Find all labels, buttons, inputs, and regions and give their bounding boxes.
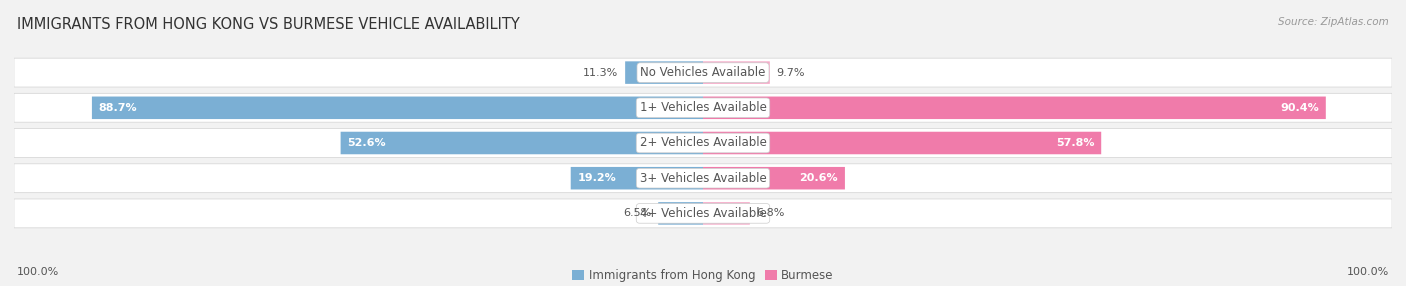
FancyBboxPatch shape: [571, 167, 703, 189]
FancyBboxPatch shape: [703, 61, 770, 84]
Text: No Vehicles Available: No Vehicles Available: [640, 66, 766, 79]
Text: 11.3%: 11.3%: [583, 67, 619, 78]
Text: 4+ Vehicles Available: 4+ Vehicles Available: [640, 207, 766, 220]
FancyBboxPatch shape: [626, 61, 703, 84]
Text: 6.5%: 6.5%: [623, 208, 651, 219]
Text: IMMIGRANTS FROM HONG KONG VS BURMESE VEHICLE AVAILABILITY: IMMIGRANTS FROM HONG KONG VS BURMESE VEH…: [17, 17, 520, 32]
Text: 20.6%: 20.6%: [800, 173, 838, 183]
FancyBboxPatch shape: [703, 202, 749, 225]
Text: 52.6%: 52.6%: [347, 138, 387, 148]
Text: 1+ Vehicles Available: 1+ Vehicles Available: [640, 101, 766, 114]
Text: 57.8%: 57.8%: [1056, 138, 1094, 148]
FancyBboxPatch shape: [91, 97, 703, 119]
Text: 3+ Vehicles Available: 3+ Vehicles Available: [640, 172, 766, 185]
Text: 100.0%: 100.0%: [1347, 267, 1389, 277]
FancyBboxPatch shape: [703, 167, 845, 189]
FancyBboxPatch shape: [14, 93, 1392, 122]
Text: 90.4%: 90.4%: [1279, 103, 1319, 113]
FancyBboxPatch shape: [14, 129, 1392, 157]
Text: 88.7%: 88.7%: [98, 103, 138, 113]
Text: 6.8%: 6.8%: [756, 208, 785, 219]
Text: 19.2%: 19.2%: [578, 173, 616, 183]
FancyBboxPatch shape: [14, 199, 1392, 228]
FancyBboxPatch shape: [14, 164, 1392, 193]
Text: Source: ZipAtlas.com: Source: ZipAtlas.com: [1278, 17, 1389, 27]
Text: 100.0%: 100.0%: [17, 267, 59, 277]
FancyBboxPatch shape: [703, 132, 1101, 154]
FancyBboxPatch shape: [703, 97, 1326, 119]
FancyBboxPatch shape: [14, 58, 1392, 87]
Text: 2+ Vehicles Available: 2+ Vehicles Available: [640, 136, 766, 150]
Text: 9.7%: 9.7%: [776, 67, 806, 78]
FancyBboxPatch shape: [658, 202, 703, 225]
Legend: Immigrants from Hong Kong, Burmese: Immigrants from Hong Kong, Burmese: [568, 265, 838, 286]
FancyBboxPatch shape: [340, 132, 703, 154]
